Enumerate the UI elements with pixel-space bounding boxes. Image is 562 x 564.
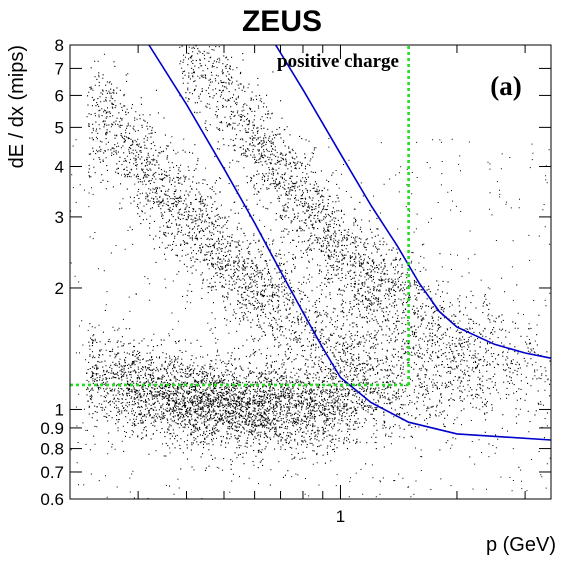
y-tick-label: 7 [55,59,64,78]
y-tick-label: 3 [55,208,64,227]
panel-label: (a) [490,71,521,101]
selection-curves [148,44,552,441]
selection-curve-1 [148,44,552,441]
scatter-point-cloud [70,45,552,500]
y-tick-label: 0.9 [40,419,64,438]
y-tick-label: 4 [55,157,64,176]
y-tick-label: 6 [55,86,64,105]
cut-lines [70,45,410,387]
annotation-positive-charge: positive charge [277,51,399,72]
y-tick-label: 8 [55,36,64,55]
y-tick-label: 0.6 [40,490,64,509]
x-tick-label: 1 [336,507,345,526]
y-tick-label: 2 [55,279,64,298]
x-axis-label: p (GeV) [486,534,556,556]
y-tick-label: 1 [55,400,64,419]
plot-frame [69,44,552,500]
y-tick-label: 0.8 [40,440,64,459]
selection-curve-2 [275,44,552,359]
scatter-points [70,45,552,500]
chart-title: ZEUS [242,5,322,38]
y-tick-label: 0.7 [40,463,64,482]
y-tick-label: 5 [55,118,64,137]
y-axis-label: dE / dx (mips) [6,45,28,168]
